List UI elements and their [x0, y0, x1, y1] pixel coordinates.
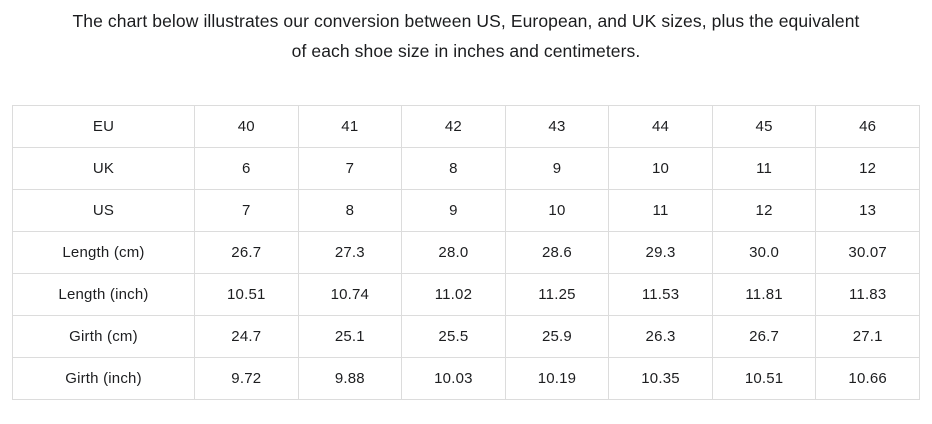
value-cell: 28.0 [401, 231, 506, 274]
value-cell: 26.7 [711, 315, 817, 358]
row-label-cell: US [12, 189, 195, 232]
value-cell: 27.1 [815, 315, 920, 358]
value-cell: 10.74 [297, 273, 403, 316]
value-cell: 7 [297, 147, 403, 190]
caption-line-2: of each shoe size in inches and centimet… [291, 41, 641, 61]
value-cell: 26.3 [608, 315, 713, 358]
value-cell: 43 [504, 105, 610, 148]
caption-line-1: The chart below illustrates our conversi… [72, 11, 860, 31]
value-cell: 10 [608, 147, 713, 190]
table-row: Length (inch) 10.51 10.74 11.02 11.25 11… [12, 273, 920, 316]
table-row: Girth (cm) 24.7 25.1 25.5 25.9 26.3 26.7… [12, 315, 920, 358]
row-label-cell: UK [12, 147, 195, 190]
value-cell: 24.7 [194, 315, 299, 358]
value-cell: 10 [504, 189, 610, 232]
value-cell: 40 [194, 105, 299, 148]
value-cell: 7 [194, 189, 299, 232]
value-cell: 29.3 [608, 231, 713, 274]
value-cell: 9.88 [297, 357, 403, 400]
row-label-cell: Girth (inch) [12, 357, 195, 400]
table-row: Length (cm) 26.7 27.3 28.0 28.6 29.3 30.… [12, 231, 920, 274]
table-row: UK 6 7 8 9 10 11 12 [12, 147, 920, 190]
value-cell: 13 [815, 189, 920, 232]
value-cell: 11 [711, 147, 817, 190]
value-cell: 45 [711, 105, 817, 148]
value-cell: 8 [297, 189, 403, 232]
value-cell: 30.07 [815, 231, 920, 274]
value-cell: 9.72 [194, 357, 299, 400]
value-cell: 44 [608, 105, 713, 148]
value-cell: 46 [815, 105, 920, 148]
value-cell: 10.51 [711, 357, 817, 400]
table-caption: The chart below illustrates our conversi… [0, 0, 932, 66]
value-cell: 42 [401, 105, 506, 148]
value-cell: 10.03 [401, 357, 506, 400]
row-label-cell: Length (cm) [12, 231, 195, 274]
value-cell: 10.66 [815, 357, 920, 400]
value-cell: 11.02 [401, 273, 506, 316]
row-label-cell: Girth (cm) [12, 315, 195, 358]
value-cell: 30.0 [711, 231, 817, 274]
value-cell: 27.3 [297, 231, 403, 274]
value-cell: 11.83 [815, 273, 920, 316]
value-cell: 11.81 [711, 273, 817, 316]
table-row: Girth (inch) 9.72 9.88 10.03 10.19 10.35… [12, 357, 920, 400]
value-cell: 25.9 [504, 315, 610, 358]
value-cell: 12 [815, 147, 920, 190]
value-cell: 25.5 [401, 315, 506, 358]
row-label-cell: EU [12, 105, 195, 148]
value-cell: 28.6 [504, 231, 610, 274]
value-cell: 10.19 [504, 357, 610, 400]
value-cell: 41 [297, 105, 403, 148]
value-cell: 12 [711, 189, 817, 232]
value-cell: 10.35 [608, 357, 713, 400]
value-cell: 9 [504, 147, 610, 190]
value-cell: 8 [401, 147, 506, 190]
value-cell: 11.53 [608, 273, 713, 316]
value-cell: 25.1 [297, 315, 403, 358]
table-row: US 7 8 9 10 11 12 13 [12, 189, 920, 232]
value-cell: 11 [608, 189, 713, 232]
table-row: EU 40 41 42 43 44 45 46 [12, 105, 920, 148]
value-cell: 9 [401, 189, 506, 232]
value-cell: 6 [194, 147, 299, 190]
row-label-cell: Length (inch) [12, 273, 195, 316]
size-conversion-table: EU 40 41 42 43 44 45 46 UK 6 7 8 9 10 11… [12, 105, 920, 400]
value-cell: 26.7 [194, 231, 299, 274]
value-cell: 11.25 [504, 273, 610, 316]
value-cell: 10.51 [194, 273, 299, 316]
